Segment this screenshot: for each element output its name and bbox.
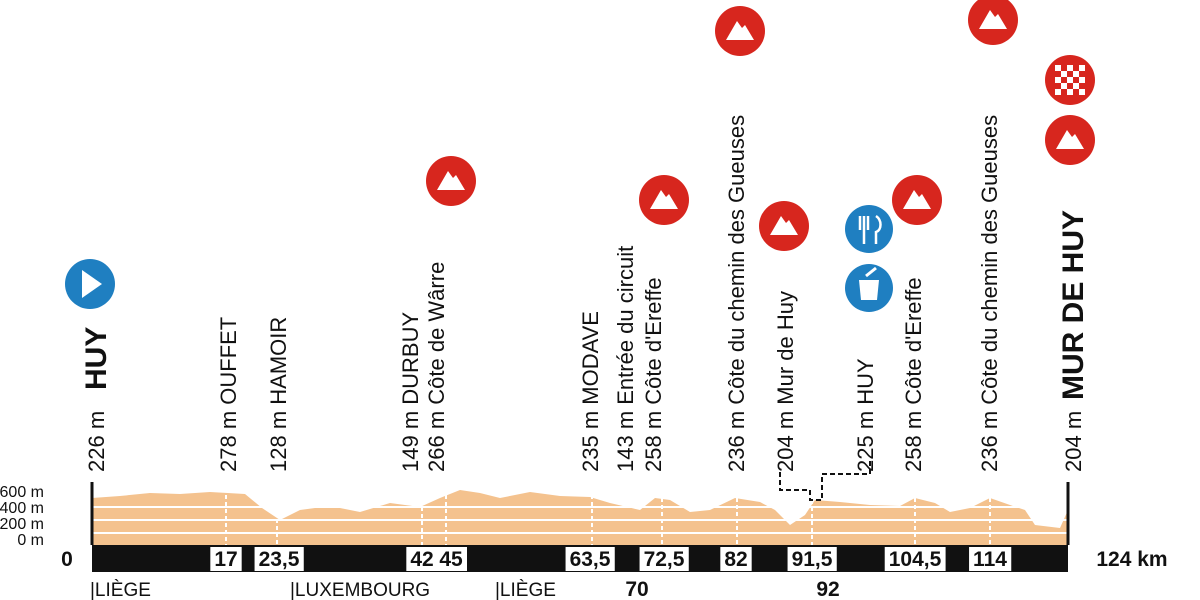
km-label: 23,5	[259, 548, 300, 571]
km-label: 45	[439, 548, 463, 571]
checker-square	[1079, 77, 1085, 83]
province: |LIÈGE	[90, 580, 151, 600]
checker-square	[1055, 89, 1061, 95]
km-label: 104,5	[889, 548, 942, 571]
checker-square	[1067, 65, 1073, 71]
km-label-bg	[884, 547, 946, 571]
km-label: 63,5	[570, 548, 611, 571]
km-label-bg	[254, 547, 304, 571]
waypoint-label: 204 m Mur de Huy	[773, 291, 798, 472]
waypoint-label: 143 m Entrée du circuit	[613, 246, 638, 472]
finish-altitude: 204 m	[1061, 411, 1086, 472]
checker-square	[1055, 65, 1061, 71]
waste-icon	[845, 264, 893, 312]
km-dashes	[225, 495, 991, 545]
waypoint-label: 236 m Côte du chemin des Gueuses	[977, 115, 1002, 472]
km-label: 0	[61, 548, 73, 571]
altitude-label: 0 m	[17, 532, 44, 549]
checker-square	[1055, 77, 1061, 83]
circuit-km: 70	[625, 578, 648, 600]
checker-square	[1079, 65, 1085, 71]
climb-icon-mountain	[770, 216, 798, 235]
km-label: 17	[214, 548, 237, 571]
climb-icon-mountain	[1056, 130, 1084, 149]
climb-icon-mountain	[726, 21, 754, 40]
start-name: HUY	[80, 327, 113, 390]
km-label-bg	[406, 547, 438, 571]
km-label-bg	[435, 547, 467, 571]
waypoint-label: 236 m Côte du chemin des Gueuses	[724, 115, 749, 472]
province: |LIÈGE	[495, 580, 556, 600]
checker-square	[1061, 83, 1067, 89]
checker-square	[1073, 83, 1079, 89]
km-label: 124 km	[1096, 548, 1167, 571]
km-label: 114	[973, 548, 1007, 571]
waypoint-label: 266 m Côte de Wârre	[424, 262, 449, 472]
waypoint-label: 225 m HUY	[853, 358, 878, 472]
climb-icon-mountain	[903, 190, 931, 209]
altitude-grid	[92, 506, 1068, 534]
food-icon	[845, 205, 893, 253]
km-label: 42	[410, 548, 433, 571]
waypoint-label: 128 m HAMOIR	[266, 317, 291, 472]
km-label-bg	[565, 547, 615, 571]
km-label-bg	[210, 547, 242, 571]
checker-square	[1067, 77, 1073, 83]
start-altitude: 226 m	[84, 411, 109, 472]
km-label-bg	[969, 547, 1012, 571]
km-label-bg	[787, 547, 837, 571]
start-icon	[65, 259, 115, 309]
checker-square	[1079, 89, 1085, 95]
climb-icon-mountain	[437, 171, 465, 190]
waypoint-label: 258 m Côte d'Ereffe	[641, 277, 666, 472]
climb-icon-mountain	[650, 190, 678, 209]
altitude-label: 200 m	[0, 516, 44, 533]
finish-name: MUR DE HUY	[1057, 210, 1090, 400]
checker-square	[1073, 71, 1079, 77]
waypoint-label: 149 m DURBUY	[398, 312, 423, 472]
km-label-bg	[639, 547, 689, 571]
km-label: 91,5	[792, 548, 833, 571]
province: |LUXEMBOURG	[290, 580, 430, 600]
waypoint-label: 258 m Côte d'Ereffe	[901, 277, 926, 472]
km-label: 82	[724, 548, 747, 571]
altitude-label: 600 m	[0, 484, 44, 501]
waypoint-label: 278 m OUFFET	[216, 317, 241, 472]
finish-flag-icon	[1045, 55, 1095, 105]
waypoint-label: 235 m MODAVE	[578, 311, 603, 472]
elevation-profile	[92, 490, 1068, 545]
checker-square	[1061, 71, 1067, 77]
circuit-line	[779, 458, 871, 501]
altitude-label: 400 m	[0, 500, 44, 517]
circuit-km: 92	[816, 578, 839, 600]
km-label-bg	[720, 547, 752, 571]
checker-square	[1067, 89, 1073, 95]
climb-icon-mountain	[979, 10, 1007, 29]
km-label: 72,5	[644, 548, 685, 571]
